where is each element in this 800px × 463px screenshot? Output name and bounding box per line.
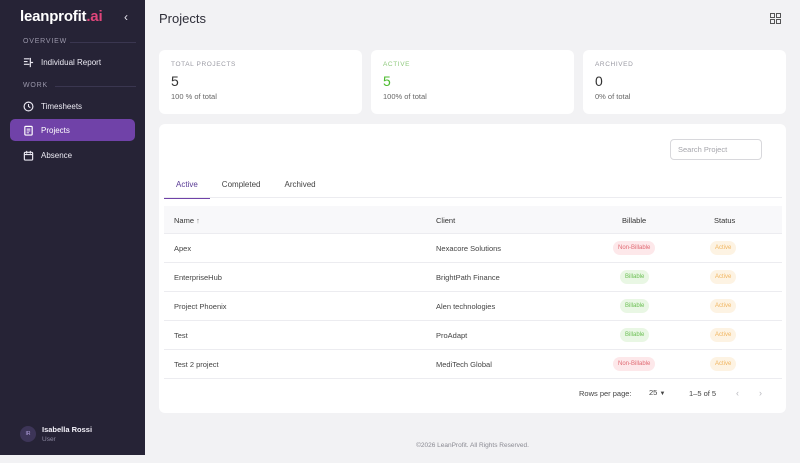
stat-label: ACTIVE	[383, 61, 411, 68]
billable-badge: Billable	[620, 328, 650, 342]
stat-subtext: 100% of total	[383, 92, 427, 101]
sidebar-item-label: Timesheets	[41, 101, 83, 111]
search-input[interactable]	[670, 139, 762, 160]
avatar: IR	[20, 426, 36, 442]
tab-bar: Active Completed Archived	[164, 174, 328, 199]
table-row[interactable]: EnterpriseHub BrightPath Finance Billabl…	[164, 263, 782, 292]
billable-badge: Non-Billable	[613, 357, 656, 371]
tab-active[interactable]: Active	[164, 174, 210, 199]
table-row[interactable]: Test 2 project MediTech Global Non-Billa…	[164, 350, 782, 379]
project-client: Alen technologies	[436, 302, 496, 311]
sidebar-item-label: Absence	[41, 150, 73, 160]
billable-badge: Billable	[620, 299, 650, 313]
divider	[164, 197, 782, 198]
table-row[interactable]: Test ProAdapt Billable Active	[164, 321, 782, 350]
project-client: Nexacore Solutions	[436, 244, 502, 253]
stat-card-total: TOTAL PROJECTS 5 100 % of total	[159, 50, 362, 114]
sidebar-item-timesheets[interactable]: Timesheets	[10, 95, 135, 117]
collapse-sidebar-icon[interactable]: ‹	[124, 10, 128, 24]
stat-value: 5	[171, 73, 179, 89]
page-title: Projects	[159, 11, 206, 26]
project-name: Test 2 project	[174, 360, 219, 369]
stat-value: 5	[383, 73, 391, 89]
divider	[55, 86, 136, 87]
project-client: ProAdapt	[436, 331, 468, 340]
sidebar-item-individual-report[interactable]: Individual Report	[10, 51, 135, 73]
section-label-overview: OVERVIEW	[23, 38, 68, 45]
brand-logo: leanprofit.ai	[20, 8, 103, 25]
clock-icon	[23, 101, 34, 111]
column-header-billable[interactable]: Billable	[622, 216, 647, 225]
divider	[70, 42, 136, 43]
project-name: Test	[174, 331, 188, 340]
column-header-client[interactable]: Client	[436, 216, 456, 225]
table-row[interactable]: Apex Nexacore Solutions Non-Billable Act…	[164, 234, 782, 263]
sort-arrow-icon[interactable]: ↑	[196, 216, 200, 225]
status-badge: Active	[710, 328, 737, 342]
rows-per-page-label: Rows per page:	[579, 389, 632, 398]
stat-subtext: 100 % of total	[171, 92, 217, 101]
stat-value: 0	[595, 73, 603, 89]
sidebar: leanprofit.ai ‹ OVERVIEW Individual Repo…	[0, 0, 145, 455]
project-client: BrightPath Finance	[436, 273, 500, 282]
project-client: MediTech Global	[436, 360, 492, 369]
pagination-range: 1–5 of 5	[689, 389, 717, 398]
status-badge: Active	[710, 270, 737, 284]
rows-per-page-select[interactable]: 25 ▼	[649, 388, 666, 397]
tab-archived[interactable]: Archived	[284, 180, 316, 189]
projects-panel: Active Completed Archived Name ↑ Client …	[159, 124, 786, 413]
stat-label: ARCHIVED	[595, 61, 634, 68]
billable-badge: Non-Billable	[613, 241, 656, 255]
clipboard-icon	[24, 125, 33, 136]
grid-view-icon[interactable]	[770, 13, 781, 24]
stat-card-active: ACTIVE 5 100% of total	[371, 50, 574, 114]
next-page-icon[interactable]: ›	[759, 388, 762, 398]
sidebar-item-label: Individual Report	[41, 57, 102, 67]
stat-card-archived: ARCHIVED 0 0% of total	[583, 50, 786, 114]
section-label-work: WORK	[23, 82, 48, 89]
status-badge: Active	[710, 357, 737, 371]
sidebar-item-label: Projects	[41, 125, 70, 135]
user-role: User	[42, 436, 56, 443]
project-name: Project Phoenix	[174, 302, 227, 311]
report-icon	[23, 57, 34, 67]
table-header: Name ↑ Client Billable Status	[164, 206, 782, 234]
table-row[interactable]: Project Phoenix Alen technologies Billab…	[164, 292, 782, 321]
calendar-icon	[23, 150, 34, 161]
billable-badge: Billable	[620, 270, 650, 284]
stat-label: TOTAL PROJECTS	[171, 61, 236, 68]
user-profile[interactable]: IR Isabella Rossi User	[20, 425, 92, 443]
stat-subtext: 0% of total	[595, 92, 631, 101]
column-header-name[interactable]: Name ↑	[174, 216, 200, 225]
status-badge: Active	[710, 299, 737, 313]
status-badge: Active	[710, 241, 737, 255]
previous-page-icon[interactable]: ‹	[736, 388, 739, 398]
chevron-down-icon: ▼	[659, 391, 666, 397]
column-header-status[interactable]: Status	[714, 216, 736, 225]
sidebar-item-absence[interactable]: Absence	[10, 144, 135, 166]
project-name: EnterpriseHub	[174, 273, 222, 282]
sidebar-item-projects[interactable]: Projects	[10, 119, 135, 141]
tab-completed[interactable]: Completed	[221, 180, 261, 189]
user-name: Isabella Rossi	[42, 425, 93, 434]
footer: ©2026 LeanProfit. All Rights Reserved.	[416, 442, 529, 449]
project-name: Apex	[174, 244, 192, 253]
